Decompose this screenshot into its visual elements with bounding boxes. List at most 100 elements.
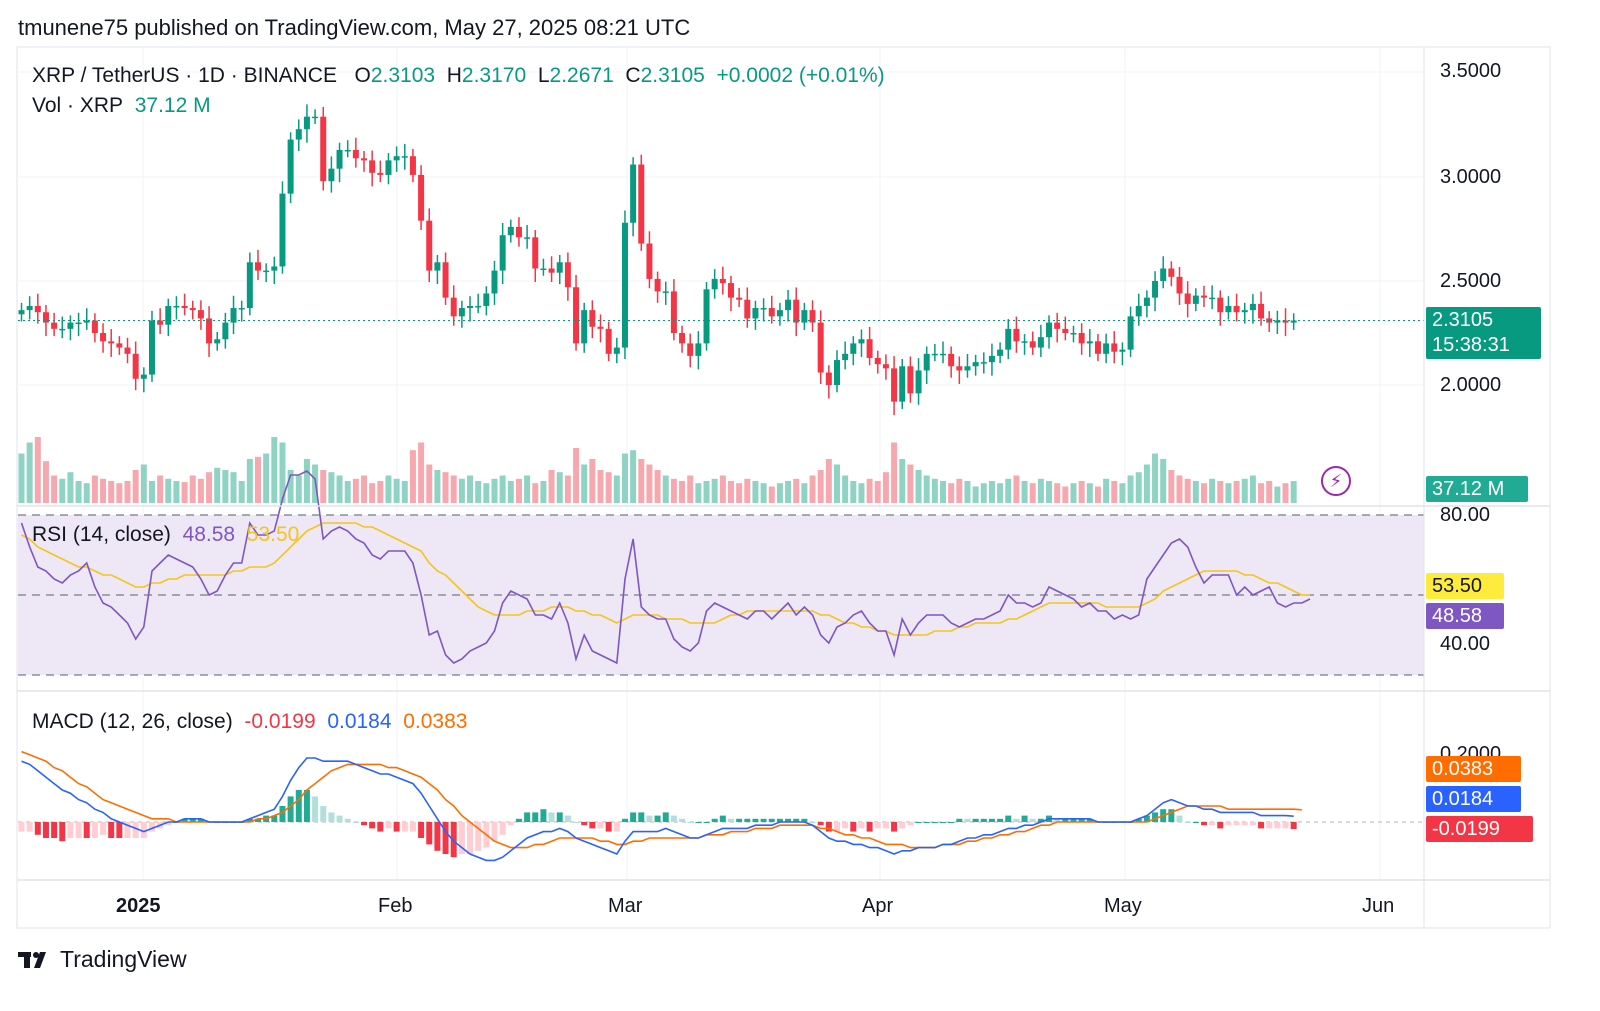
close-value: 2.3105 (640, 64, 705, 87)
volume-bar (817, 470, 824, 503)
volume-bar (891, 442, 898, 503)
candle-body (801, 310, 808, 323)
volume-bar (442, 472, 449, 503)
volume-bar (711, 478, 718, 503)
volume-bar (214, 467, 221, 503)
volume-bar (956, 478, 963, 503)
macd-signal-line (21, 750, 1302, 849)
volume-bar (931, 478, 938, 503)
macd-hist-bar (434, 822, 441, 851)
volume-bar (1021, 481, 1028, 503)
macd-hist-bar (850, 822, 857, 832)
volume-bar (434, 470, 441, 503)
macd-hist-bar (1266, 822, 1273, 829)
candle-body (361, 158, 368, 161)
candle-body (956, 366, 963, 371)
volume-bar (687, 475, 694, 503)
macd-hist-bar (980, 818, 987, 822)
high-label: H (446, 64, 462, 87)
candle-body (1111, 343, 1118, 352)
candle-body (336, 149, 343, 169)
candle-body (1274, 320, 1281, 323)
candle-body (124, 347, 131, 354)
volume-bar (972, 486, 979, 503)
volume-bar (980, 483, 987, 503)
tradingview-brand[interactable]: TradingView (18, 946, 187, 973)
candle-body (785, 299, 792, 311)
volume-bar (850, 481, 857, 503)
volume-bar (801, 483, 808, 503)
volume-bar (1282, 483, 1289, 503)
volume-bar (181, 482, 188, 503)
volume-bar (695, 483, 702, 503)
rsi-band (18, 514, 1424, 676)
volume-bar (613, 475, 620, 503)
macd-hist-bar (442, 822, 449, 854)
volume-bar (1225, 483, 1232, 503)
volume-bar (140, 464, 147, 503)
candle-body (442, 262, 449, 298)
candle-body (613, 347, 620, 354)
last-price-tag: 2.3105 15:38:31 (1426, 307, 1541, 359)
candle-body (165, 305, 172, 325)
candle-body (1062, 328, 1069, 333)
macd-label[interactable]: MACD (12, 26, close) (32, 710, 233, 733)
rsi-label[interactable]: RSI (14, close) (32, 523, 171, 546)
volume-bar (246, 459, 253, 503)
volume-bar (605, 472, 612, 503)
macd-hist-bar (295, 790, 302, 822)
macd-hist-bar (287, 796, 294, 822)
volume-bar (1013, 475, 1020, 503)
volume-bar (923, 475, 930, 503)
candle-body (605, 328, 612, 354)
candle-body (26, 305, 33, 311)
candle-body (108, 341, 115, 344)
volume-bar (842, 475, 849, 503)
candle-body (793, 299, 800, 323)
candle-body (817, 322, 824, 373)
macd-hist-bar (736, 818, 743, 822)
candle-body (344, 149, 351, 152)
volume-bar (100, 478, 107, 503)
candle-body (238, 308, 245, 310)
macd-hist-bar (581, 822, 588, 826)
candle-body (556, 262, 563, 273)
volume-bar (75, 481, 82, 503)
candle-body (393, 156, 400, 161)
candle-body (858, 339, 865, 344)
macd-hist-bar (556, 812, 563, 822)
candle-body (621, 222, 628, 348)
macd-hist-bar (573, 822, 580, 823)
volume-bar (646, 464, 653, 503)
symbol-title[interactable]: XRP / TetherUS · 1D · BINANCE (32, 64, 337, 87)
volume-label[interactable]: Vol · XRP (32, 94, 124, 117)
candle-body (1143, 297, 1150, 306)
macd-hist-bar (320, 806, 327, 822)
candle-body (540, 268, 547, 271)
candle-body (230, 308, 237, 323)
macd-hist-bar (59, 822, 66, 842)
volume-bar (34, 437, 41, 503)
volume-bar (59, 478, 66, 503)
price-tick-3.0: 3.0000 (1440, 166, 1502, 188)
open-value: 2.3103 (370, 64, 436, 87)
volume-legend: Vol · XRP 37.12 M (32, 94, 211, 118)
candle-body (369, 160, 376, 173)
candle-body (409, 156, 416, 175)
macd-hist-bar (988, 818, 995, 822)
candle-body (695, 343, 702, 356)
macd-hist-bar (842, 822, 849, 829)
rsi-ma-tag: 53.50 (1426, 573, 1504, 599)
macd-hist-bar (719, 815, 726, 822)
macd-hist-bar (768, 818, 775, 822)
candle-body (687, 343, 694, 356)
volume-bar (303, 459, 310, 503)
macd-hist-value: -0.0199 (244, 710, 316, 733)
volume-bar (719, 475, 726, 503)
volume-bar (744, 478, 751, 503)
candle-body (899, 366, 906, 402)
volume-bar (785, 481, 792, 503)
macd-hist-bar (458, 822, 465, 854)
lightning-icon[interactable]: ⚡ (1321, 466, 1351, 496)
